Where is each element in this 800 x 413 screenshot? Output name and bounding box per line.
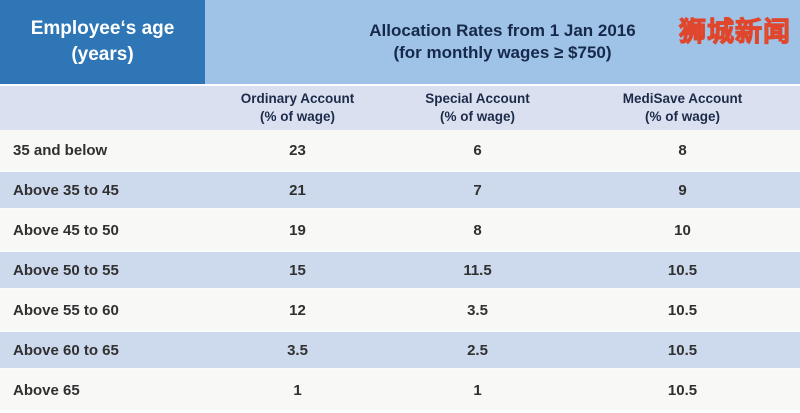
row-ordinary-value: 1 (293, 381, 302, 399)
watermark-logo: 狮城新闻 (679, 17, 791, 48)
table-row: Above 65 1 1 10.5 (0, 370, 800, 410)
row-ordinary-value: 19 (289, 221, 306, 239)
table-row: Above 50 to 55 15 11.5 10.5 (0, 250, 800, 290)
table-row: 35 and below 23 6 8 (0, 130, 800, 170)
table-row: Above 55 to 60 12 3.5 10.5 (0, 290, 800, 330)
row-medisave-value: 10.5 (667, 261, 698, 279)
row-age-label: Above 50 to 55 (13, 261, 119, 279)
age-column-header: Employee‘s age (years) (0, 0, 205, 84)
column-header-label: MediSave Account (622, 91, 743, 106)
column-headers-row: Ordinary Account (% of wage) Special Acc… (0, 86, 800, 130)
row-age-label: Above 45 to 50 (13, 221, 119, 239)
column-header-unit: (% of wage) (439, 109, 515, 124)
title-line1: Allocation Rates from 1 Jan 2016 (369, 21, 636, 40)
column-header-unit: (% of wage) (644, 109, 720, 124)
row-medisave-value: 10.5 (667, 341, 698, 359)
row-special-value: 8 (473, 221, 482, 239)
row-ordinary-value: 3.5 (287, 341, 308, 359)
row-age-label: Above 65 (13, 381, 80, 399)
table-row: Above 60 to 65 3.5 2.5 10.5 (0, 330, 800, 370)
row-special-value: 1 (473, 381, 482, 399)
age-header-line2: (years) (71, 44, 134, 65)
column-header-label: Special Account (425, 91, 530, 106)
row-special-value: 6 (473, 141, 482, 159)
column-header-special: Special Account (% of wage) (390, 90, 565, 126)
row-age-label: 35 and below (13, 141, 108, 159)
banner-title-area: Allocation Rates from 1 Jan 2016 (for mo… (205, 0, 800, 84)
row-medisave-value: 9 (678, 181, 687, 199)
table-row: Above 45 to 50 19 8 10 (0, 210, 800, 250)
row-medisave-value: 10.5 (667, 381, 698, 399)
table-row: Above 35 to 45 21 7 9 (0, 170, 800, 210)
table-title: Allocation Rates from 1 Jan 2016 (for mo… (369, 20, 635, 64)
row-age-label: Above 35 to 45 (13, 181, 119, 199)
row-special-value: 3.5 (467, 301, 488, 319)
row-medisave-value: 8 (678, 141, 687, 159)
row-age-label: Above 55 to 60 (13, 301, 119, 319)
column-header-label: Ordinary Account (240, 91, 355, 106)
divider (0, 84, 800, 86)
row-age-label: Above 60 to 65 (13, 341, 119, 359)
table-body: 35 and below 23 6 8 Above 35 to 45 21 7 … (0, 130, 800, 410)
banner: Employee‘s age (years) Allocation Rates … (0, 0, 800, 84)
column-header-medisave: MediSave Account (% of wage) (565, 90, 800, 126)
row-ordinary-value: 15 (289, 261, 306, 279)
title-line2: (for monthly wages ≥ $750) (393, 43, 612, 62)
row-ordinary-value: 12 (289, 301, 306, 319)
row-ordinary-value: 21 (289, 181, 306, 199)
row-ordinary-value: 23 (289, 141, 306, 159)
row-special-value: 11.5 (463, 261, 492, 279)
row-medisave-value: 10 (674, 221, 691, 239)
row-medisave-value: 10.5 (667, 301, 698, 319)
age-header-line1: Employee‘s age (30, 18, 175, 39)
row-special-value: 2.5 (467, 341, 488, 359)
column-header-ordinary: Ordinary Account (% of wage) (205, 90, 390, 126)
column-header-unit: (% of wage) (259, 109, 335, 124)
row-special-value: 7 (473, 181, 482, 199)
